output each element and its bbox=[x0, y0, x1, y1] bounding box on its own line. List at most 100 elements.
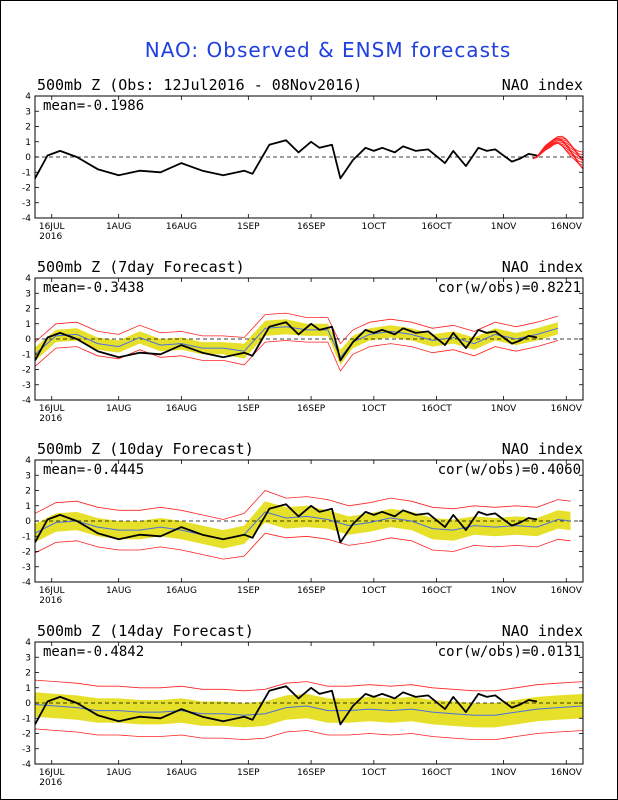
x-tick-label: 16AUG bbox=[166, 404, 197, 414]
x-tick-label: 1OCT bbox=[362, 768, 387, 778]
y-tick-label: -4 bbox=[22, 760, 31, 770]
x-tick-label: 1OCT bbox=[362, 586, 387, 596]
year-label: 2016 bbox=[39, 232, 62, 242]
y-tick-label: 2 bbox=[25, 305, 31, 315]
y-tick-label: -2 bbox=[22, 730, 31, 740]
figure-title: NAO: Observed & ENSM forecasts bbox=[145, 38, 512, 62]
plot-area bbox=[35, 312, 583, 372]
y-tick-label: 1 bbox=[25, 138, 31, 148]
x-tick-label: 16OCT bbox=[421, 586, 452, 596]
x-tick-label: 1NOV bbox=[491, 222, 517, 232]
panel-14day: 500mb Z (14day Forecast) NAO index 4 3 2 1 0 -1… bbox=[22, 622, 584, 788]
observed-line bbox=[35, 503, 538, 544]
envelope-upper-line bbox=[35, 312, 559, 345]
year-label: 2016 bbox=[39, 414, 62, 424]
y-tick-label: -4 bbox=[22, 214, 31, 224]
envelope-lower-line bbox=[35, 532, 571, 560]
y-tick-label: -1 bbox=[22, 714, 31, 724]
x-tick-label: 1AUG bbox=[106, 768, 131, 778]
y-tick-label: 1 bbox=[25, 502, 31, 512]
spread-band bbox=[35, 501, 571, 549]
y-tick-label: -3 bbox=[22, 199, 31, 209]
panel-index-label: NAO index bbox=[502, 440, 583, 458]
mean-label: mean=-0.4842 bbox=[43, 644, 144, 660]
y-tick-label: 2 bbox=[25, 123, 31, 133]
x-tick-label: 1NOV bbox=[491, 404, 517, 414]
year-label: 2016 bbox=[39, 778, 62, 788]
panel-title: 500mb Z (10day Forecast) bbox=[37, 440, 254, 458]
x-tick-label: 1OCT bbox=[362, 222, 387, 232]
y-tick-label: -1 bbox=[22, 168, 31, 178]
forecast-member-line bbox=[532, 142, 583, 169]
x-tick-label: 1AUG bbox=[106, 222, 131, 232]
x-tick-label: 1SEP bbox=[237, 586, 260, 596]
x-tick-label: 16JUL bbox=[39, 222, 65, 232]
x-tick-label: 16JUL bbox=[39, 768, 65, 778]
y-tick-label: -3 bbox=[22, 745, 31, 755]
y-tick-label: 1 bbox=[25, 684, 31, 694]
correlation-label: cor(w/obs)=0.8221 bbox=[438, 280, 581, 296]
forecast-member-line bbox=[532, 135, 583, 159]
y-tick-label: 3 bbox=[25, 107, 31, 117]
observed-line bbox=[35, 685, 538, 726]
x-tick-label: 16NOV bbox=[551, 404, 583, 414]
ensemble-mean-line bbox=[35, 704, 583, 716]
panel-7day: 500mb Z (7day Forecast) NAO index 4 3 2 1 0 -1 -… bbox=[22, 258, 584, 424]
panel-index-label: NAO index bbox=[502, 76, 583, 94]
x-tick-label: 1AUG bbox=[106, 586, 131, 596]
x-tick-label: 16OCT bbox=[421, 768, 452, 778]
x-tick-label: 16AUG bbox=[166, 222, 197, 232]
y-tick-label: 3 bbox=[25, 471, 31, 481]
y-tick-label: 4 bbox=[25, 92, 31, 102]
plot-area bbox=[35, 679, 583, 741]
x-tick-label: 16JUL bbox=[39, 586, 65, 596]
observed-line bbox=[35, 321, 538, 362]
x-tick-label: 1OCT bbox=[362, 404, 387, 414]
y-tick-label: 4 bbox=[25, 456, 31, 466]
panel-title: 500mb Z (Obs: 12Jul2016 - 08Nov2016) bbox=[37, 76, 362, 94]
panel-index-label: NAO index bbox=[502, 622, 583, 640]
y-tick-label: -1 bbox=[22, 350, 31, 360]
mean-label: mean=-0.3438 bbox=[43, 280, 144, 296]
ensemble-mean-line bbox=[35, 326, 559, 359]
x-tick-label: 16OCT bbox=[421, 222, 452, 232]
y-tick-label: 0 bbox=[25, 699, 31, 709]
y-tick-label: 0 bbox=[25, 153, 31, 163]
x-tick-label: 16OCT bbox=[421, 404, 452, 414]
panel-index-label: NAO index bbox=[502, 258, 583, 276]
plot-area bbox=[35, 135, 583, 180]
y-tick-label: 3 bbox=[25, 289, 31, 299]
x-tick-label: 16AUG bbox=[166, 768, 197, 778]
envelope-upper-line bbox=[35, 490, 571, 520]
y-tick-label: 0 bbox=[25, 517, 31, 527]
y-tick-label: -1 bbox=[22, 532, 31, 542]
y-tick-label: 1 bbox=[25, 320, 31, 330]
x-tick-label: 16NOV bbox=[551, 222, 583, 232]
x-tick-label: 1SEP bbox=[237, 222, 260, 232]
x-tick-label: 16SEP bbox=[297, 222, 326, 232]
x-tick-label: 1NOV bbox=[491, 586, 517, 596]
y-tick-label: 0 bbox=[25, 335, 31, 345]
x-tick-label: 1SEP bbox=[237, 768, 260, 778]
correlation-label: cor(w/obs)=0.4060 bbox=[438, 462, 581, 478]
observed-line bbox=[35, 139, 538, 180]
x-tick-label: 16NOV bbox=[551, 586, 583, 596]
mean-label: mean=-0.4445 bbox=[43, 462, 144, 478]
y-tick-label: -4 bbox=[22, 396, 31, 406]
x-tick-label: 16NOV bbox=[551, 768, 583, 778]
y-tick-label: 3 bbox=[25, 653, 31, 663]
mean-label: mean=-0.1986 bbox=[43, 98, 144, 114]
panel-title: 500mb Z (14day Forecast) bbox=[37, 622, 254, 640]
envelope-lower-line bbox=[35, 728, 583, 741]
spread-band bbox=[35, 692, 583, 728]
x-tick-label: 16JUL bbox=[39, 404, 65, 414]
x-tick-label: 1NOV bbox=[491, 768, 517, 778]
plot-area bbox=[35, 490, 583, 560]
panel-observed: 500mb Z (Obs: 12Jul2016 - 08Nov2016) NAO … bbox=[22, 76, 584, 242]
y-tick-label: 4 bbox=[25, 274, 31, 284]
panel-title: 500mb Z (7day Forecast) bbox=[37, 258, 245, 276]
y-tick-label: -4 bbox=[22, 578, 31, 588]
year-label: 2016 bbox=[39, 596, 62, 606]
y-tick-label: -3 bbox=[22, 381, 31, 391]
